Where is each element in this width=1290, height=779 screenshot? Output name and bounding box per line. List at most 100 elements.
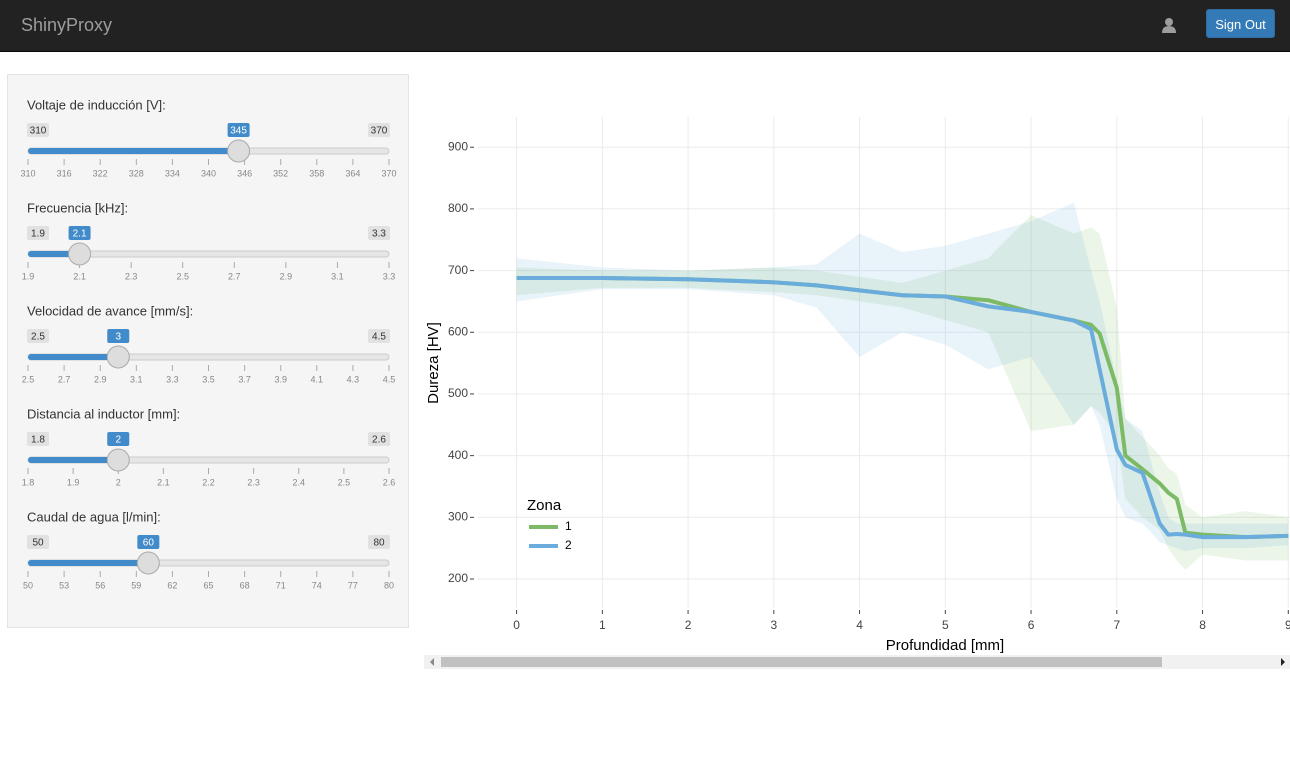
slider-tick-label: 62 xyxy=(167,580,177,590)
slider-tick-label: 2.4 xyxy=(292,477,305,487)
series-line xyxy=(516,275,1289,540)
slider-max: 4.5 xyxy=(368,329,390,343)
slider-fill xyxy=(28,148,239,154)
slider-value-bg xyxy=(107,329,130,343)
slider-value-bg xyxy=(227,123,250,137)
slider-min: 1.9 xyxy=(27,226,49,240)
legend-label: 2 xyxy=(565,538,572,552)
sidebar: Voltaje de inducción [V]: 310 370 345 310 316… xyxy=(7,74,409,628)
slider-max-text: 3.3 xyxy=(372,229,386,240)
slider-handle[interactable] xyxy=(68,242,92,266)
slider-min: 50 xyxy=(27,535,49,549)
slider-tick-label: 3.9 xyxy=(274,374,287,384)
x-tick-label: 1 xyxy=(599,618,606,632)
slider-fill xyxy=(28,457,119,463)
slider-tick-label: 74 xyxy=(312,580,322,590)
slider-tick-label: 80 xyxy=(384,580,394,590)
slider-tick-label: 71 xyxy=(276,580,286,590)
slider-fill xyxy=(28,354,119,360)
slider-max-bg xyxy=(368,329,390,343)
slider-min-bg xyxy=(27,123,49,137)
slider-tick-label: 53 xyxy=(59,580,69,590)
slider-tick-label: 2.7 xyxy=(58,374,71,384)
brand[interactable]: ShinyProxy xyxy=(21,15,113,35)
x-tick-label: 4 xyxy=(856,618,863,632)
slider-max: 3.3 xyxy=(368,226,390,240)
slider-label: Velocidad de avance [mm/s]: xyxy=(27,303,193,318)
chart: 200 300 400 500 600 700 800 900 0 1 2 3 4 5 6 7 8 9 Profun… xyxy=(424,117,1290,669)
scroll-right[interactable] xyxy=(1281,658,1285,666)
slider-min-text: 310 xyxy=(30,126,47,137)
x-tick-label: 3 xyxy=(770,618,777,632)
sign-out-button[interactable]: Sign Out xyxy=(1206,9,1275,38)
slider-tick-label: 2.9 xyxy=(280,271,293,281)
slider-min: 310 xyxy=(27,123,49,137)
slider-value-text: 345 xyxy=(230,126,247,137)
slider-value-text: 3 xyxy=(115,332,121,343)
slider-value-text: 2 xyxy=(115,435,121,446)
slider-tick-label: 50 xyxy=(23,580,33,590)
slider-tick-label: 334 xyxy=(165,168,180,178)
slider-handle[interactable] xyxy=(136,551,160,575)
sliders: Voltaje de inducción [V]: 310 370 345 310 316… xyxy=(20,97,396,590)
scrollbar-thumb[interactable] xyxy=(441,657,1162,667)
slider-min-text: 1.8 xyxy=(31,435,45,446)
slider-value-text: 60 xyxy=(143,538,155,549)
slider-value-bg xyxy=(68,226,91,240)
slider-min-text: 2.5 xyxy=(31,332,45,343)
user-icon[interactable] xyxy=(1161,17,1177,33)
slider-tick-label: 328 xyxy=(129,168,144,178)
y-tick-label: 800 xyxy=(448,201,468,215)
legend-title: Zona xyxy=(527,497,562,514)
slider-handle[interactable] xyxy=(227,139,251,163)
slider-value: 345 xyxy=(227,123,250,137)
slider-tick-label: 2.5 xyxy=(176,271,189,281)
confidence-band xyxy=(516,215,1289,570)
slider-tick-label: 370 xyxy=(381,168,396,178)
slider-label: Distancia al inductor [mm]: xyxy=(27,406,180,421)
slider-tick-label: 340 xyxy=(201,168,216,178)
x-tick-label: 8 xyxy=(1199,618,1206,632)
slider-tick-label: 2.3 xyxy=(125,271,138,281)
slider-fill xyxy=(28,560,149,566)
slider-tick-label: 1.9 xyxy=(67,477,80,487)
y-tick-label: 500 xyxy=(448,386,468,400)
slider-value-bg xyxy=(137,535,160,549)
slider-handle[interactable] xyxy=(106,448,130,472)
slider-value: 2.1 xyxy=(68,226,91,240)
slider-tick-label: 4.5 xyxy=(383,374,396,384)
slider-max-bg xyxy=(368,123,390,137)
slider-tick-label: 1.9 xyxy=(22,271,35,281)
slider-max: 80 xyxy=(368,535,390,549)
x-tick-label: 9 xyxy=(1285,618,1290,632)
slider-max-bg xyxy=(368,535,390,549)
slider-tick-label: 68 xyxy=(240,580,250,590)
slider-handle[interactable] xyxy=(106,345,130,369)
slider-min-bg xyxy=(27,535,49,549)
slider-value: 3 xyxy=(107,329,130,343)
x-tick-label: 2 xyxy=(685,618,692,632)
x-tick-label: 5 xyxy=(942,618,949,632)
y-tick-label: 300 xyxy=(448,509,468,523)
slider-max-text: 2.6 xyxy=(372,435,386,446)
slider-value: 60 xyxy=(137,535,160,549)
navbar: ShinyProxy Sign Out xyxy=(0,0,1290,52)
confidence-band xyxy=(516,202,1289,552)
slider-tick-label: 3.5 xyxy=(202,374,215,384)
scroll-left[interactable] xyxy=(430,658,434,666)
slider-tick-label: 310 xyxy=(20,168,35,178)
slider-max-text: 4.5 xyxy=(372,332,386,343)
slider-tick-label: 3.3 xyxy=(383,271,396,281)
slider-tick-label: 352 xyxy=(273,168,288,178)
legend-label: 1 xyxy=(565,519,572,533)
y-tick-label: 900 xyxy=(448,139,468,153)
slider-tick-label: 316 xyxy=(57,168,72,178)
slider-tick-label: 2.1 xyxy=(157,477,170,487)
plot-area xyxy=(478,117,1290,608)
slider-tick-label: 77 xyxy=(348,580,358,590)
slider-tick-label: 2.1 xyxy=(73,271,86,281)
slider-tick-label: 322 xyxy=(93,168,108,178)
slider-min-text: 1.9 xyxy=(31,229,45,240)
slider-max-text: 370 xyxy=(371,126,388,137)
